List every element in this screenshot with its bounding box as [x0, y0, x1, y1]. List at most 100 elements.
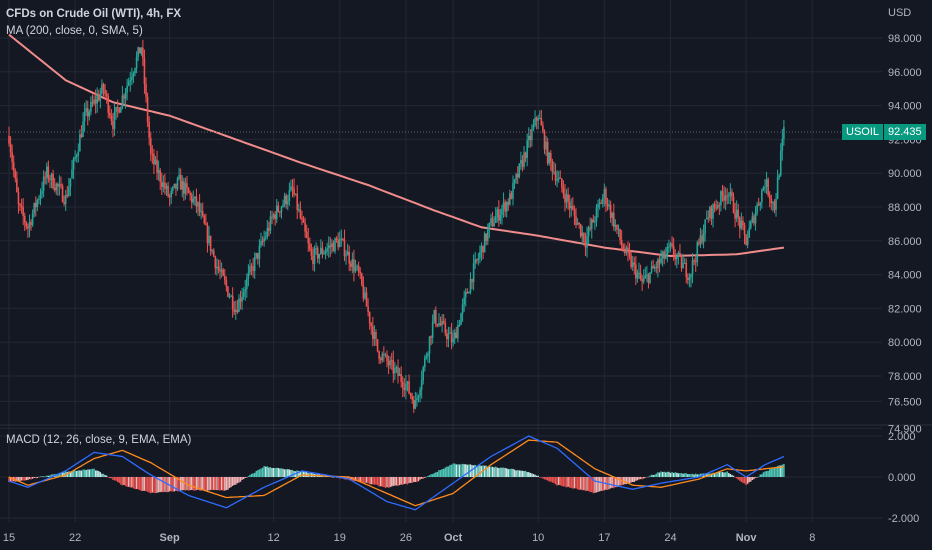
candle — [638, 262, 640, 280]
candle — [361, 272, 363, 287]
macd-histogram-bar — [151, 477, 154, 493]
macd-histogram-bar — [457, 464, 459, 477]
candle — [296, 185, 299, 220]
candle — [524, 151, 527, 163]
candle — [731, 188, 733, 202]
candle — [298, 203, 300, 213]
candle — [252, 257, 254, 278]
price-tick-label: 84.000 — [888, 270, 922, 282]
candle — [653, 264, 656, 272]
candle — [646, 265, 648, 283]
candle — [564, 184, 566, 212]
macd-histogram-bar — [781, 464, 784, 477]
candle — [660, 249, 662, 265]
macd-histogram-bar — [471, 465, 473, 477]
macd-histogram-bar — [258, 469, 261, 477]
ma-legend[interactable]: MA (200, close, 0, SMA, 5) — [6, 24, 143, 38]
candle — [244, 279, 247, 301]
macd-histogram-bar — [776, 466, 779, 477]
candle — [598, 198, 601, 210]
macd-histogram-bar — [131, 477, 133, 488]
candle — [88, 109, 91, 121]
macd-histogram-bar — [578, 477, 580, 490]
macd-histogram-bar — [197, 477, 199, 490]
candle — [142, 39, 144, 67]
macd-histogram-bar — [668, 471, 670, 477]
time-axis[interactable]: 15 22 Sep 12 19 26 Oct 10 17 24 Nov 8 — [3, 532, 815, 544]
macd-histogram-bar — [170, 477, 172, 492]
macd-histogram-bar — [591, 477, 593, 493]
macd-histogram-bar — [386, 477, 388, 488]
macd-histogram-bar — [441, 469, 443, 477]
candle — [181, 175, 184, 198]
macd-histogram-bar — [679, 473, 681, 477]
price-axis[interactable]: USD98.00096.00094.00092.00090.00088.0008… — [888, 7, 922, 435]
candle — [253, 252, 256, 279]
macd-histogram-bar — [731, 474, 733, 477]
candle — [293, 178, 295, 198]
macd-histogram-bar — [19, 477, 21, 481]
candle — [390, 352, 393, 370]
macd-histogram-bar — [157, 477, 160, 493]
macd-histogram-bar — [718, 472, 721, 477]
macd-histogram-bar — [732, 475, 735, 477]
macd-histogram-bar — [420, 477, 423, 479]
candle — [581, 225, 584, 245]
macd-histogram-bar — [669, 472, 672, 477]
candle — [85, 100, 87, 116]
macd-histogram-bar — [463, 464, 465, 477]
macd-histogram-bar — [762, 472, 765, 477]
candle — [743, 222, 746, 245]
candle — [183, 177, 185, 201]
candle — [781, 129, 784, 161]
macd-histogram-bar — [365, 477, 368, 483]
candle — [71, 160, 73, 179]
candle — [605, 186, 607, 212]
candle — [282, 199, 284, 208]
candle — [579, 223, 582, 239]
macd-histogram-bar — [283, 469, 286, 477]
macd-histogram-bar — [280, 468, 283, 477]
macd-histogram-bar — [504, 468, 506, 477]
candle — [764, 179, 766, 194]
candle — [630, 250, 632, 270]
candle — [460, 312, 462, 326]
symbol-title[interactable]: CFDs on Crude Oil (WTI), 4h, FX — [6, 8, 182, 20]
candle — [264, 231, 267, 241]
macd-histogram-bar — [438, 470, 440, 477]
price-tick-label: 86.000 — [888, 236, 922, 248]
candle — [624, 243, 626, 256]
macd-histogram-bar — [99, 472, 102, 477]
macd-axis[interactable]: 2.000 0.000 -2.000 — [888, 431, 919, 525]
macd-histogram-bar — [236, 477, 239, 484]
candle — [214, 255, 217, 275]
candle — [575, 208, 577, 229]
macd-histogram-bar — [90, 469, 92, 477]
candle — [379, 356, 382, 364]
macd-histogram-bar — [713, 473, 716, 477]
candle — [642, 269, 645, 284]
macd-histogram-bar — [364, 477, 366, 484]
macd-tick-label: -2.000 — [888, 513, 919, 525]
candle — [154, 156, 157, 166]
candle — [746, 230, 749, 249]
macd-histogram-bar — [600, 477, 602, 491]
macd-histogram-bar — [77, 470, 79, 477]
macd-histogram-bar — [354, 477, 357, 481]
macd-legend[interactable]: MACD (12, 26, close, 9, EMA, EMA) — [6, 433, 191, 447]
macd-histogram-bar — [737, 477, 739, 480]
macd-histogram-bar — [746, 477, 749, 484]
macd-histogram-bar — [688, 474, 691, 477]
candle — [734, 202, 736, 228]
macd-histogram-bar — [488, 466, 491, 477]
candle — [335, 236, 338, 243]
macd-histogram-bar — [729, 473, 732, 477]
candle — [211, 249, 213, 255]
macd-histogram-bar — [620, 477, 623, 486]
candle — [392, 350, 395, 383]
macd-histogram-bar — [646, 477, 648, 478]
macd-histogram-bar — [461, 463, 464, 477]
macd-histogram-bar — [483, 465, 486, 477]
macd-histogram-bar — [611, 477, 613, 488]
